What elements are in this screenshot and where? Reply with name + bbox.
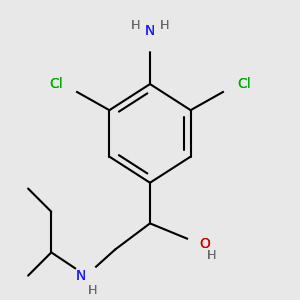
Circle shape — [223, 70, 252, 99]
Text: H: H — [160, 20, 169, 32]
Text: H: H — [87, 284, 97, 297]
Text: O: O — [199, 237, 210, 251]
Text: Cl: Cl — [49, 77, 63, 91]
Text: H: H — [131, 20, 140, 32]
Circle shape — [188, 232, 211, 255]
Text: N: N — [145, 24, 155, 38]
Text: N: N — [145, 24, 155, 38]
Circle shape — [137, 25, 163, 51]
Text: H: H — [206, 249, 216, 262]
Text: Cl: Cl — [49, 77, 63, 91]
Text: Cl: Cl — [237, 77, 251, 91]
Circle shape — [48, 70, 77, 99]
Circle shape — [74, 264, 98, 287]
Text: N: N — [76, 268, 86, 283]
Text: N: N — [76, 268, 86, 283]
Text: Cl: Cl — [237, 77, 251, 91]
Text: H: H — [206, 249, 216, 262]
Text: H: H — [160, 20, 169, 32]
Text: H: H — [131, 20, 140, 32]
Text: O: O — [199, 237, 210, 251]
Text: H: H — [87, 284, 97, 297]
